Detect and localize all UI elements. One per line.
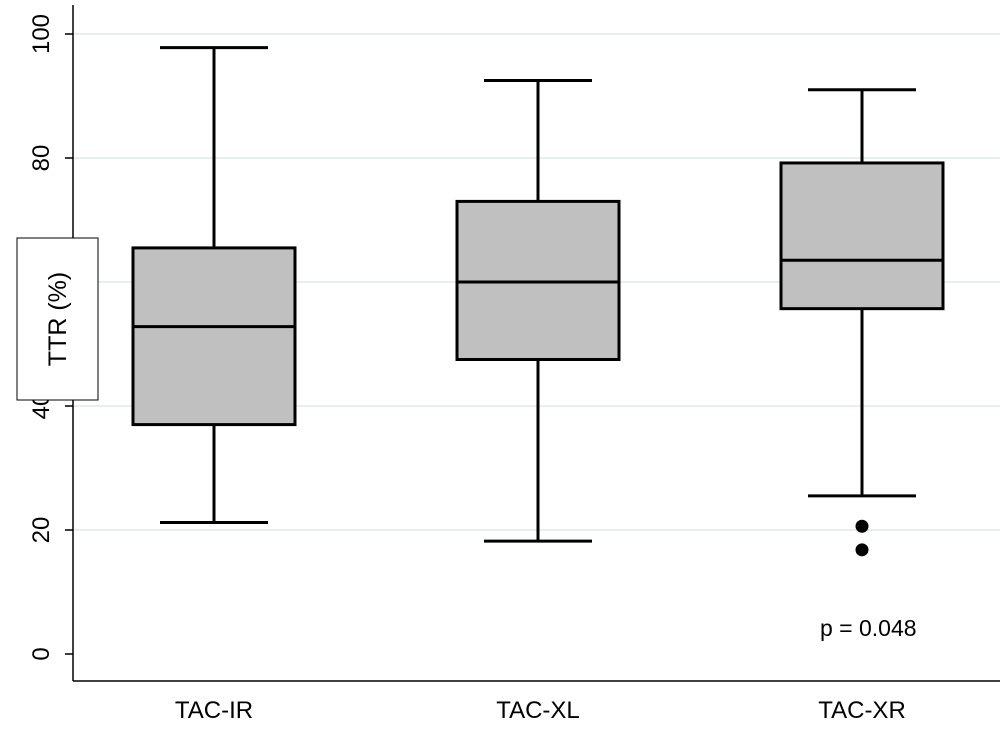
x-category-label-tac-xr: TAC-XR bbox=[818, 697, 906, 724]
iqr-box-tac-xr bbox=[779, 161, 945, 311]
iqr-box-tac-ir bbox=[131, 246, 297, 427]
y-ticks: 020406080100 bbox=[28, 14, 73, 661]
y-tick-label-100: 100 bbox=[28, 14, 55, 54]
p-value-annotation: p = 0.048 bbox=[820, 615, 917, 641]
box-tac-xr bbox=[779, 88, 945, 557]
y-tick-label-80: 80 bbox=[28, 145, 55, 172]
boxes bbox=[131, 46, 945, 557]
y-tick-label-0: 0 bbox=[28, 647, 55, 660]
iqr-box-tac-xl bbox=[455, 199, 621, 361]
y-axis-label: TTR (%) bbox=[44, 272, 72, 366]
y-axis-label-background bbox=[16, 237, 99, 401]
y-axis-label-box: TTR (%) bbox=[16, 237, 99, 401]
outlier-tac-xr-2 bbox=[855, 543, 869, 557]
box-tac-xl bbox=[455, 79, 621, 543]
x-category-labels: TAC-IR TAC-XL TAC-XR bbox=[175, 697, 906, 724]
box-tac-ir bbox=[131, 46, 297, 525]
x-category-label-tac-xl: TAC-XL bbox=[496, 697, 580, 724]
y-tick-label-20: 20 bbox=[28, 517, 55, 544]
x-category-label-tac-ir: TAC-IR bbox=[175, 697, 253, 724]
outlier-tac-xr-1 bbox=[855, 519, 869, 533]
